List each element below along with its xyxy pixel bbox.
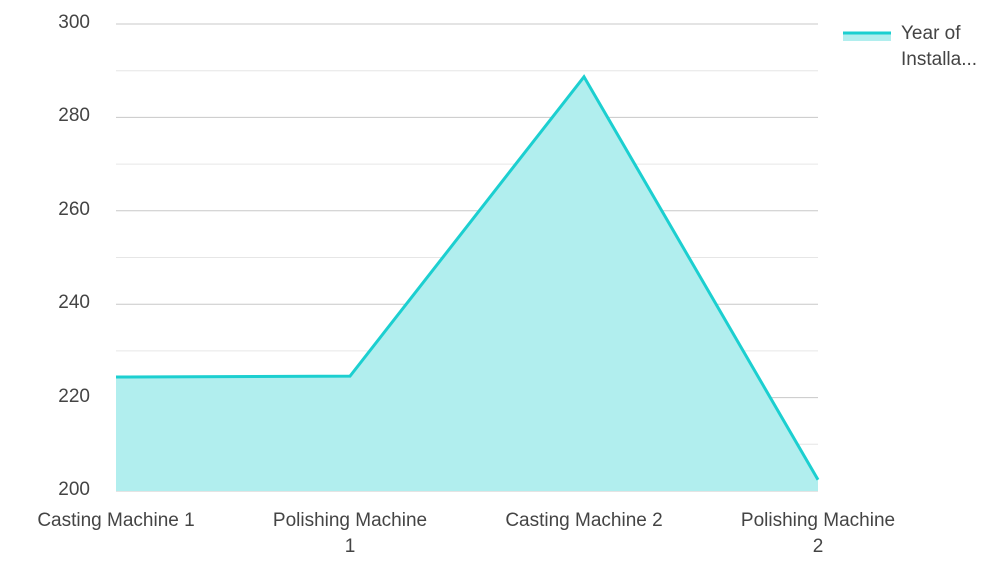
- y-tick-label: 260: [58, 198, 90, 220]
- legend-swatch-fill: [843, 33, 891, 41]
- y-tick-label: 240: [58, 292, 90, 314]
- legend-swatch: [843, 31, 891, 41]
- legend: Year of Installa...: [843, 21, 1001, 73]
- x-tick-label: Polishing Machine 2: [740, 510, 896, 557]
- x-tick-label: Polishing Machine 1: [272, 510, 428, 557]
- area-fill: [116, 76, 818, 492]
- y-tick-label: 220: [58, 385, 90, 407]
- y-tick-label: 280: [58, 105, 90, 127]
- x-tick-label: Casting Machine 2: [505, 510, 663, 531]
- y-tick-label: 300: [58, 12, 90, 33]
- x-tick-label: Casting Machine 1: [37, 510, 195, 531]
- legend-label: Year of Installa...: [901, 23, 978, 70]
- y-tick-label: 200: [58, 479, 90, 500]
- area-line: [115, 74, 820, 481]
